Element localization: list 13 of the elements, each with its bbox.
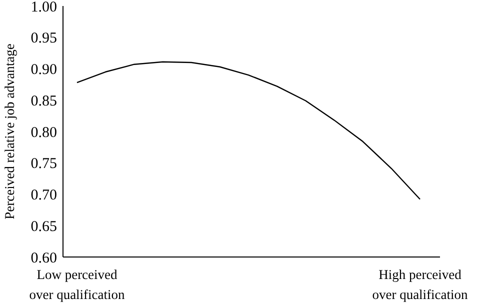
y-tick-label: 0.75 [30, 156, 57, 172]
x-tick-label: High perceived over qualification [372, 267, 468, 302]
y-tick-label: 0.85 [30, 93, 57, 110]
y-tick-label: 0.95 [30, 30, 57, 47]
y-tick-label: 0.90 [30, 62, 57, 78]
line-series [76, 61, 421, 200]
y-tick-label: 1.00 [30, 0, 57, 16]
y-tick-label: 0.80 [30, 124, 57, 141]
x-tick-label: Low perceived over qualification [29, 267, 126, 302]
y-axis-title: Perceived relative job advantage [2, 44, 17, 220]
y-tick-label: 0.70 [30, 188, 57, 204]
y-tick-label: 0.65 [30, 218, 57, 235]
y-tick-label: 0.60 [30, 250, 57, 266]
